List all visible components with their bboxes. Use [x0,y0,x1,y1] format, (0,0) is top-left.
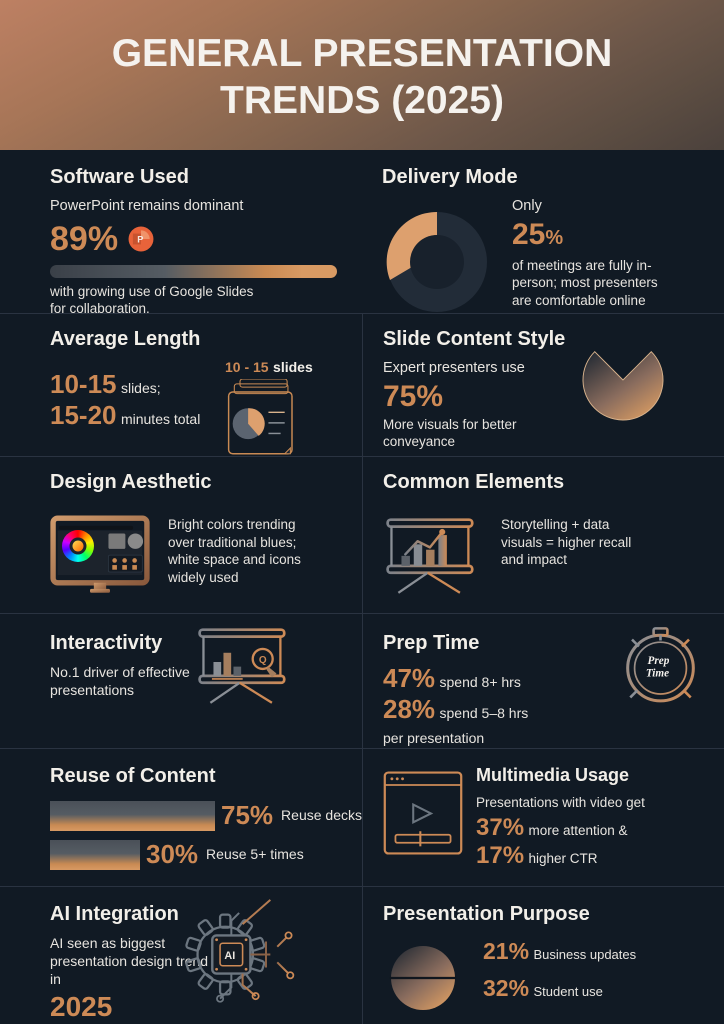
svg-text:Time: Time [646,668,669,680]
svg-text:AI: AI [224,950,235,962]
svg-text:Q: Q [259,655,267,666]
svg-text:Prep: Prep [648,655,670,667]
svg-text:P: P [137,235,143,245]
